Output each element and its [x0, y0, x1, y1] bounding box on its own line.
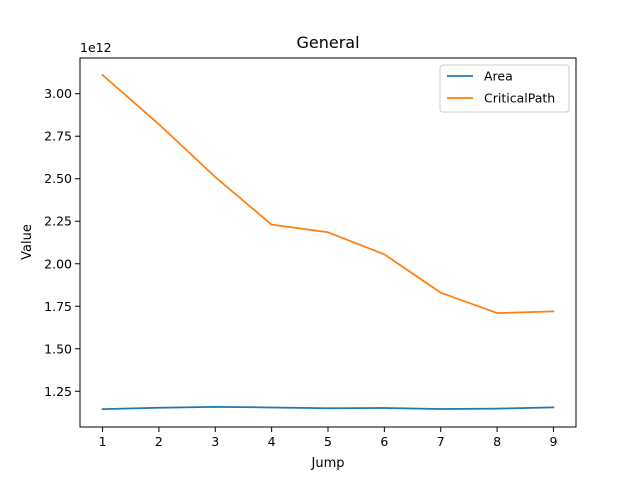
- x-tick-label: 6: [380, 434, 388, 449]
- legend: Area CriticalPath: [439, 64, 570, 113]
- series-line-area: [101, 406, 555, 411]
- x-tick-label: 7: [437, 434, 445, 449]
- plot-area: 1 2 3 4 5 6 7 8 9 1.25 1.50 1.75 2.00 2.25 2.50 2.75 3.0…: [44, 57, 577, 449]
- x-tick-label: 4: [268, 434, 276, 449]
- series-line-criticalpath: [101, 73, 555, 314]
- legend-label: Area: [484, 69, 513, 84]
- y-tick-label: 1.75: [44, 299, 72, 314]
- chart-title: General: [296, 33, 359, 52]
- y-tick-label: 1.25: [44, 384, 72, 399]
- x-tick-label: 8: [493, 434, 501, 449]
- legend-label: CriticalPath: [484, 91, 555, 106]
- y-tick-label: 2.00: [44, 256, 72, 271]
- y-axis-label: Value: [20, 224, 35, 260]
- y-axis-offset-label: 1e12: [80, 40, 112, 55]
- y-tick-label: 2.50: [44, 171, 72, 186]
- x-axis-label: Jump: [311, 456, 345, 471]
- x-tick-label: 5: [324, 434, 332, 449]
- y-tick-label: 3.00: [44, 86, 72, 101]
- x-tick-label: 9: [549, 434, 557, 449]
- y-tick-label: 1.50: [44, 341, 72, 356]
- x-tick-label: 3: [211, 434, 219, 449]
- x-tick-label: 1: [99, 434, 107, 449]
- x-tick-label: 2: [155, 434, 163, 449]
- y-tick-label: 2.25: [44, 214, 72, 229]
- y-tick-label: 2.75: [44, 129, 72, 144]
